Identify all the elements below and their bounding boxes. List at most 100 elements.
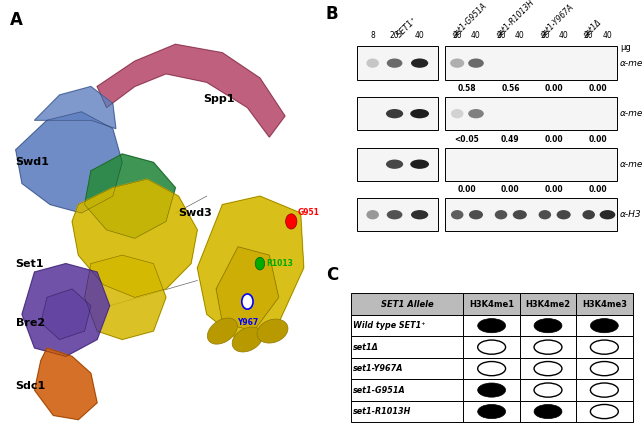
FancyBboxPatch shape xyxy=(351,337,464,358)
FancyBboxPatch shape xyxy=(464,337,520,358)
FancyBboxPatch shape xyxy=(351,315,464,337)
FancyBboxPatch shape xyxy=(464,401,520,422)
FancyBboxPatch shape xyxy=(520,358,576,379)
Text: H3K4me2: H3K4me2 xyxy=(525,300,571,309)
Text: 20: 20 xyxy=(390,32,399,40)
Polygon shape xyxy=(97,44,285,137)
Text: Sdc1: Sdc1 xyxy=(16,381,46,391)
Text: 0.49: 0.49 xyxy=(501,135,520,144)
Circle shape xyxy=(478,383,506,397)
Text: set1Δ: set1Δ xyxy=(353,343,379,351)
FancyBboxPatch shape xyxy=(576,379,632,401)
Ellipse shape xyxy=(450,58,464,68)
FancyBboxPatch shape xyxy=(520,337,576,358)
Text: <0.05: <0.05 xyxy=(454,135,479,144)
Text: 0.00: 0.00 xyxy=(589,84,607,93)
Ellipse shape xyxy=(386,160,403,169)
Polygon shape xyxy=(16,112,122,213)
Ellipse shape xyxy=(410,109,429,118)
Circle shape xyxy=(591,319,618,333)
Ellipse shape xyxy=(386,210,403,219)
Circle shape xyxy=(242,294,253,309)
FancyBboxPatch shape xyxy=(351,379,464,401)
FancyBboxPatch shape xyxy=(520,379,576,401)
Polygon shape xyxy=(85,255,166,340)
Text: Set1: Set1 xyxy=(16,259,44,269)
Circle shape xyxy=(534,362,562,376)
Ellipse shape xyxy=(468,109,484,118)
Polygon shape xyxy=(72,179,197,297)
Text: μg: μg xyxy=(620,43,630,52)
Text: 40: 40 xyxy=(415,32,424,40)
Text: set1-R1013H: set1-R1013H xyxy=(353,407,412,416)
FancyBboxPatch shape xyxy=(576,401,632,422)
Text: B: B xyxy=(325,5,338,23)
Ellipse shape xyxy=(451,210,464,219)
Circle shape xyxy=(256,257,265,270)
Circle shape xyxy=(478,319,506,333)
Ellipse shape xyxy=(539,210,551,219)
Ellipse shape xyxy=(367,58,379,68)
Polygon shape xyxy=(216,247,279,331)
Text: set1-G951A: set1-G951A xyxy=(451,1,489,39)
Circle shape xyxy=(591,404,618,419)
FancyBboxPatch shape xyxy=(357,46,438,80)
Text: G951: G951 xyxy=(297,208,319,217)
Ellipse shape xyxy=(600,210,615,219)
Text: 40: 40 xyxy=(559,32,569,40)
Circle shape xyxy=(478,362,506,376)
Ellipse shape xyxy=(411,58,428,68)
FancyBboxPatch shape xyxy=(357,147,438,181)
Text: 0.00: 0.00 xyxy=(589,185,607,194)
FancyBboxPatch shape xyxy=(445,198,617,231)
Text: 20: 20 xyxy=(496,32,506,40)
Text: 0.00: 0.00 xyxy=(545,135,564,144)
Circle shape xyxy=(591,362,618,376)
Polygon shape xyxy=(41,289,91,340)
Text: R1013: R1013 xyxy=(266,259,293,268)
Ellipse shape xyxy=(386,109,403,118)
Text: A: A xyxy=(10,11,22,29)
Text: 20: 20 xyxy=(453,32,462,40)
FancyBboxPatch shape xyxy=(357,97,438,130)
Text: H3K4me1: H3K4me1 xyxy=(469,300,514,309)
FancyBboxPatch shape xyxy=(576,294,632,315)
Ellipse shape xyxy=(367,210,379,219)
Text: 20: 20 xyxy=(540,32,550,40)
Circle shape xyxy=(534,404,562,419)
Text: 40: 40 xyxy=(515,32,525,40)
FancyBboxPatch shape xyxy=(576,315,632,337)
Ellipse shape xyxy=(257,319,288,343)
Text: α-me3: α-me3 xyxy=(620,160,642,169)
Text: 0.56: 0.56 xyxy=(501,84,519,93)
Text: 0.00: 0.00 xyxy=(501,185,520,194)
FancyBboxPatch shape xyxy=(464,358,520,379)
Circle shape xyxy=(534,319,562,333)
FancyBboxPatch shape xyxy=(464,379,520,401)
Ellipse shape xyxy=(232,327,263,352)
FancyBboxPatch shape xyxy=(520,294,576,315)
FancyBboxPatch shape xyxy=(351,401,464,422)
FancyBboxPatch shape xyxy=(445,97,617,130)
FancyBboxPatch shape xyxy=(576,337,632,358)
Text: 20: 20 xyxy=(584,32,593,40)
Circle shape xyxy=(591,383,618,397)
FancyBboxPatch shape xyxy=(464,294,520,315)
Ellipse shape xyxy=(468,58,484,68)
Ellipse shape xyxy=(469,210,483,219)
Polygon shape xyxy=(22,264,110,357)
Text: 0.58: 0.58 xyxy=(457,84,476,93)
Circle shape xyxy=(534,383,562,397)
FancyBboxPatch shape xyxy=(464,315,520,337)
Text: SET1⁺: SET1⁺ xyxy=(395,15,420,39)
FancyBboxPatch shape xyxy=(445,46,617,80)
Ellipse shape xyxy=(557,210,571,219)
Text: set1-Y967A: set1-Y967A xyxy=(539,2,575,39)
Text: Bre2: Bre2 xyxy=(16,318,45,328)
FancyBboxPatch shape xyxy=(351,294,464,315)
Circle shape xyxy=(286,214,297,229)
Polygon shape xyxy=(197,196,304,340)
Circle shape xyxy=(534,340,562,354)
Text: 0.00: 0.00 xyxy=(545,84,564,93)
Text: 0.00: 0.00 xyxy=(545,185,564,194)
